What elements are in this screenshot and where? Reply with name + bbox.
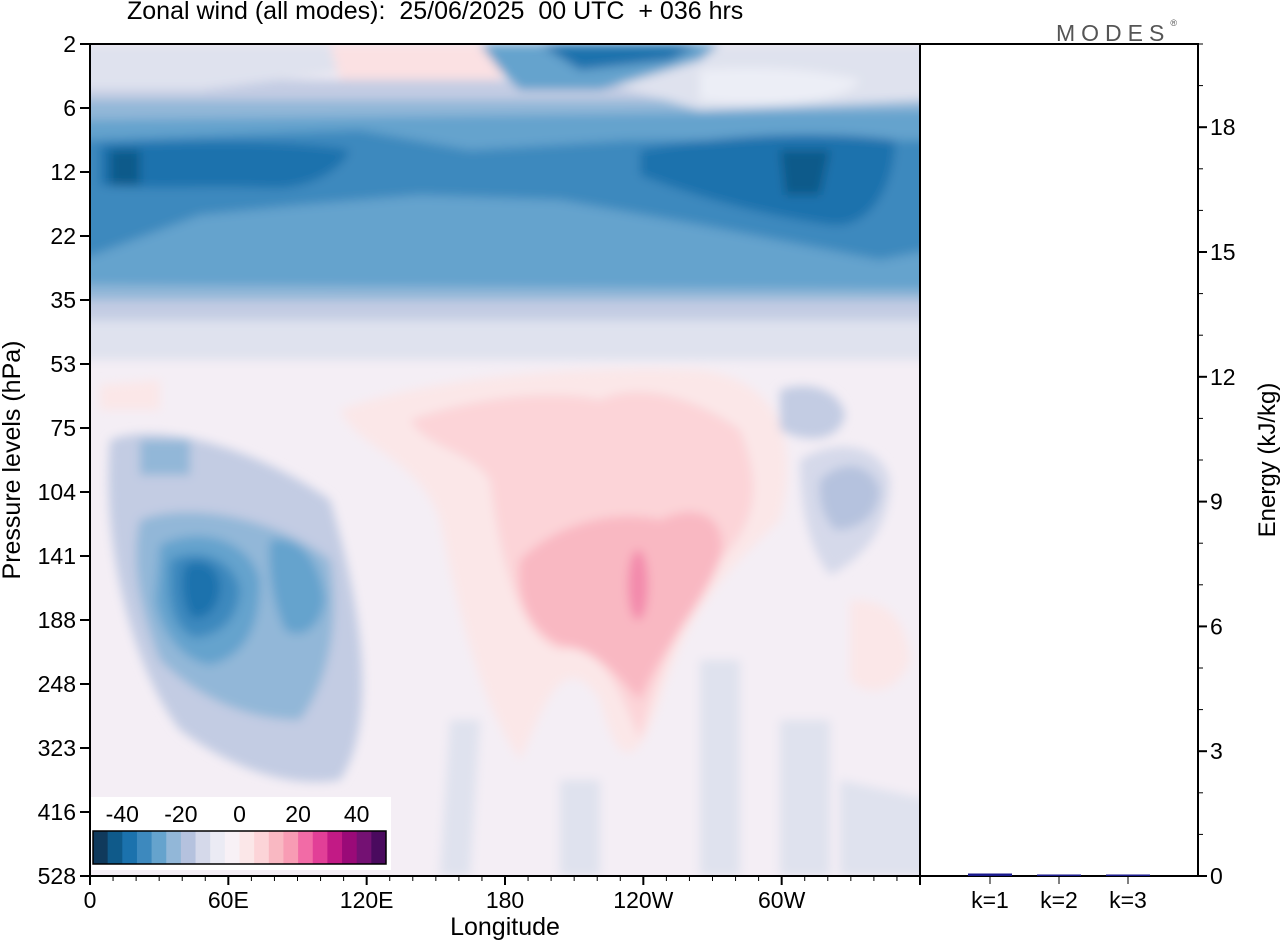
modes-logo: MODES® [1056, 18, 1177, 47]
pressure-tick-label: 323 [38, 735, 76, 761]
colorbar-swatch [136, 831, 153, 864]
registered-mark: ® [1170, 18, 1177, 28]
colorbar-swatch [180, 831, 197, 864]
colorbar-swatch [298, 831, 314, 864]
energy-bar-labels: k=1 k=2 k=3 [971, 876, 1147, 913]
longitude-tick-label: 120W [613, 887, 673, 913]
colorbar-tick-label: 20 [285, 801, 311, 827]
westerly-region-inner [519, 512, 722, 700]
colorbar-swatch [224, 831, 240, 864]
pressure-tick-label: 188 [38, 607, 76, 633]
east-patch-lower-core [819, 466, 880, 530]
colorbar-tick-label: -20 [164, 801, 197, 827]
strat-core-west [100, 141, 350, 189]
energy-axis-label: Energy (kJ/kg) [1254, 383, 1280, 538]
lower-patch-e [840, 780, 920, 876]
energy-bar [1106, 874, 1150, 876]
colorbar-swatch [342, 831, 358, 864]
pressure-tick-label: 35 [50, 287, 76, 313]
longitude-tick-label: 60W [758, 887, 806, 913]
pressure-tick-label: 75 [50, 415, 76, 441]
colorbar-swatch [268, 831, 284, 864]
energy-tick-label: 3 [1210, 738, 1223, 764]
energy-category-label: k=3 [1109, 887, 1147, 913]
top-light-east [700, 68, 860, 104]
colorbar-swatch [239, 831, 255, 864]
pink-patch-west [100, 380, 160, 410]
lower-patch-c [560, 780, 600, 876]
longitude-axis: 0 60E 120E 180 120W 60W [84, 876, 921, 913]
colorbar-swatch [166, 831, 182, 864]
energy-tick-label: 6 [1210, 613, 1223, 639]
colorbar-swatch [151, 831, 167, 864]
contour-field [90, 44, 920, 876]
energy-tick-label: 15 [1210, 239, 1236, 265]
energy-category-label: k=1 [971, 887, 1009, 913]
energy-category-label: k=2 [1040, 887, 1078, 913]
colorbar-swatch [93, 831, 109, 864]
easterly-jet-east-lobe [269, 539, 325, 634]
colorbar-frame [92, 830, 387, 865]
easterly-jet-core-dark [182, 561, 221, 619]
westerly-core [628, 550, 648, 620]
colorbar-swatch [356, 831, 372, 864]
strat-core-east-dark [780, 150, 830, 195]
lower-patch-d [780, 720, 830, 876]
pressure-tick-label: 6 [63, 95, 76, 121]
east-patch-upper [780, 386, 845, 439]
pressure-tick-label: 53 [50, 351, 76, 377]
pressure-tick-label: 104 [38, 479, 77, 505]
pressure-tick-label: 416 [38, 799, 76, 825]
colorbar-tick-label: -40 [106, 801, 139, 827]
top-easterly-core [540, 44, 700, 70]
longitude-tick-label: 60E [208, 887, 249, 913]
colorbar-swatch [327, 831, 343, 864]
pink-patch-east [850, 600, 910, 691]
y-axis-label: Pressure levels (hPa) [0, 341, 26, 580]
energy-axis: 0 3 6 9 12 15 18 [1198, 43, 1236, 889]
colorbar-swatch [371, 831, 387, 864]
pressure-tick-label: 248 [38, 671, 76, 697]
strat-core-west-dark [110, 150, 140, 185]
colorbar [88, 797, 391, 870]
energy-tick-label: 0 [1210, 863, 1223, 889]
energy-tick-label: 9 [1210, 489, 1223, 515]
energy-tick-label: 12 [1210, 364, 1236, 390]
pressure-axis: 2 6 12 22 35 53 75 104 141 188 248 323 416 528 [38, 31, 90, 889]
lower-patch-a [440, 720, 480, 876]
colorbar-tick-label: 0 [233, 801, 246, 827]
pressure-tick-label: 141 [38, 543, 76, 569]
colorbar-swatch [210, 831, 226, 864]
longitude-tick-label: 0 [84, 887, 97, 913]
transition-band [90, 320, 920, 360]
energy-bars [968, 873, 1150, 876]
x-axis-label: Longitude [450, 913, 560, 941]
brand-text: MODES [1056, 20, 1171, 46]
colorbar-swatch [107, 831, 123, 864]
colorbar-swatch [312, 831, 328, 864]
strat-core-east [640, 134, 895, 226]
colorbar-labels: -40 -20 0 20 40 [106, 801, 370, 827]
easterly-small-patch [140, 440, 190, 475]
energy-bar [968, 873, 1012, 876]
energy-tick-label: 18 [1210, 114, 1236, 140]
longitude-tick-label: 180 [486, 887, 524, 913]
pressure-tick-label: 528 [38, 863, 76, 889]
pressure-tick-label: 12 [50, 159, 76, 185]
colorbar-swatch [122, 831, 138, 864]
pressure-tick-label: 22 [50, 223, 76, 249]
energy-bar [1037, 874, 1081, 876]
top-westerly-patch [330, 44, 520, 80]
lower-patch-b [700, 660, 740, 876]
colorbar-swatch [195, 831, 211, 864]
figure-title: Zonal wind (all modes): 25/06/2025 00 UT… [127, 0, 744, 25]
colorbar-swatch [254, 831, 270, 864]
pressure-tick-label: 2 [63, 31, 76, 57]
colorbar-swatch [283, 831, 299, 864]
longitude-tick-label: 120E [340, 887, 394, 913]
energy-frame [919, 43, 1199, 877]
colorbar-tick-label: 40 [344, 801, 370, 827]
